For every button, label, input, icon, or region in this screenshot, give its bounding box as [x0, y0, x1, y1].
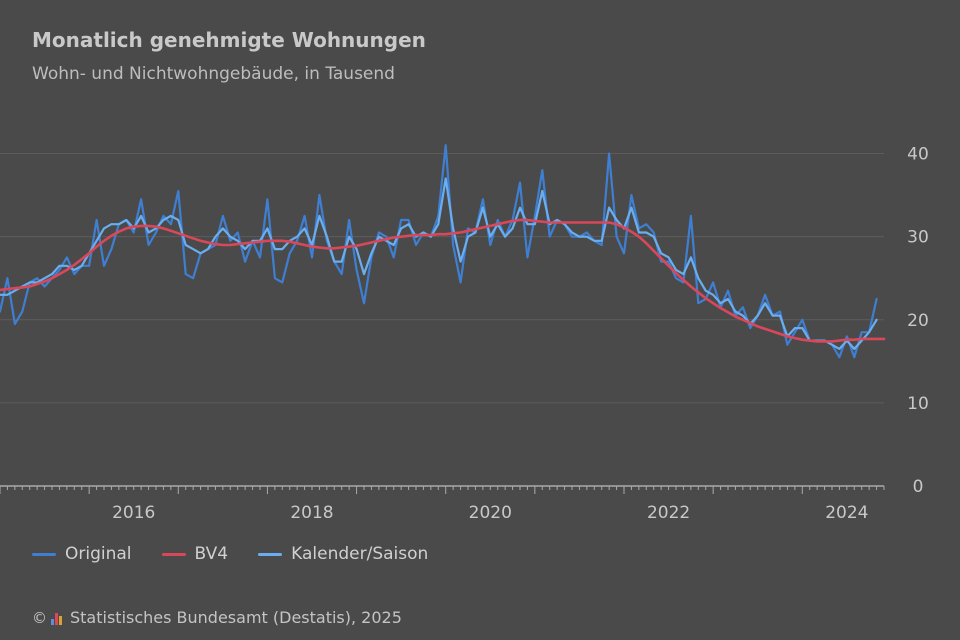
destatis-logo-icon: [51, 611, 62, 625]
y-tick-label-10: 10: [907, 394, 929, 414]
y-tick-label-20: 20: [907, 311, 929, 331]
legend-item-kalender-saison[interactable]: Kalender/Saison: [258, 544, 428, 564]
legend-swatch-original: [32, 552, 56, 556]
legend-label-kalender-saison: Kalender/Saison: [291, 544, 429, 564]
x-tick-label-2020: 2020: [469, 503, 512, 523]
line-chart: 0 10 20 30 40 2016 2018 2020 2022 2024: [0, 144, 929, 523]
chart-legend: Original BV4 Kalender/Saison: [32, 544, 428, 564]
y-tick-label-40: 40: [907, 145, 929, 165]
legend-swatch-kalender-saison: [258, 552, 283, 556]
y-tick-label-30: 30: [907, 228, 929, 248]
series-line-original: [0, 144, 878, 359]
series-line-kalender-saison: [0, 177, 878, 350]
x-tick-label-2022: 2022: [647, 503, 690, 523]
chart-title: Monatlich genehmigte Wohnungen: [32, 28, 426, 52]
x-tick-label-2024: 2024: [825, 503, 868, 523]
legend-label-original: Original: [65, 544, 132, 564]
source-text[interactable]: Statistisches Bundesamt (Destatis), 2025: [70, 608, 402, 627]
x-tick-label-2016: 2016: [112, 503, 155, 523]
legend-item-original[interactable]: Original: [32, 544, 132, 564]
legend-item-bv4[interactable]: BV4: [161, 544, 229, 564]
y-tick-label-0: 0: [913, 477, 924, 497]
series-line-bv4: [0, 218, 886, 343]
legend-label-bv4: BV4: [194, 544, 229, 564]
source-footer: © Statistisches Bundesamt (Destatis), 20…: [32, 608, 402, 627]
copyright-icon: ©: [32, 608, 47, 627]
x-tick-label-2018: 2018: [290, 503, 333, 523]
legend-swatch-bv4: [161, 552, 186, 556]
chart-subtitle: Wohn- und Nichtwohngebäude, in Tausend: [32, 64, 395, 84]
